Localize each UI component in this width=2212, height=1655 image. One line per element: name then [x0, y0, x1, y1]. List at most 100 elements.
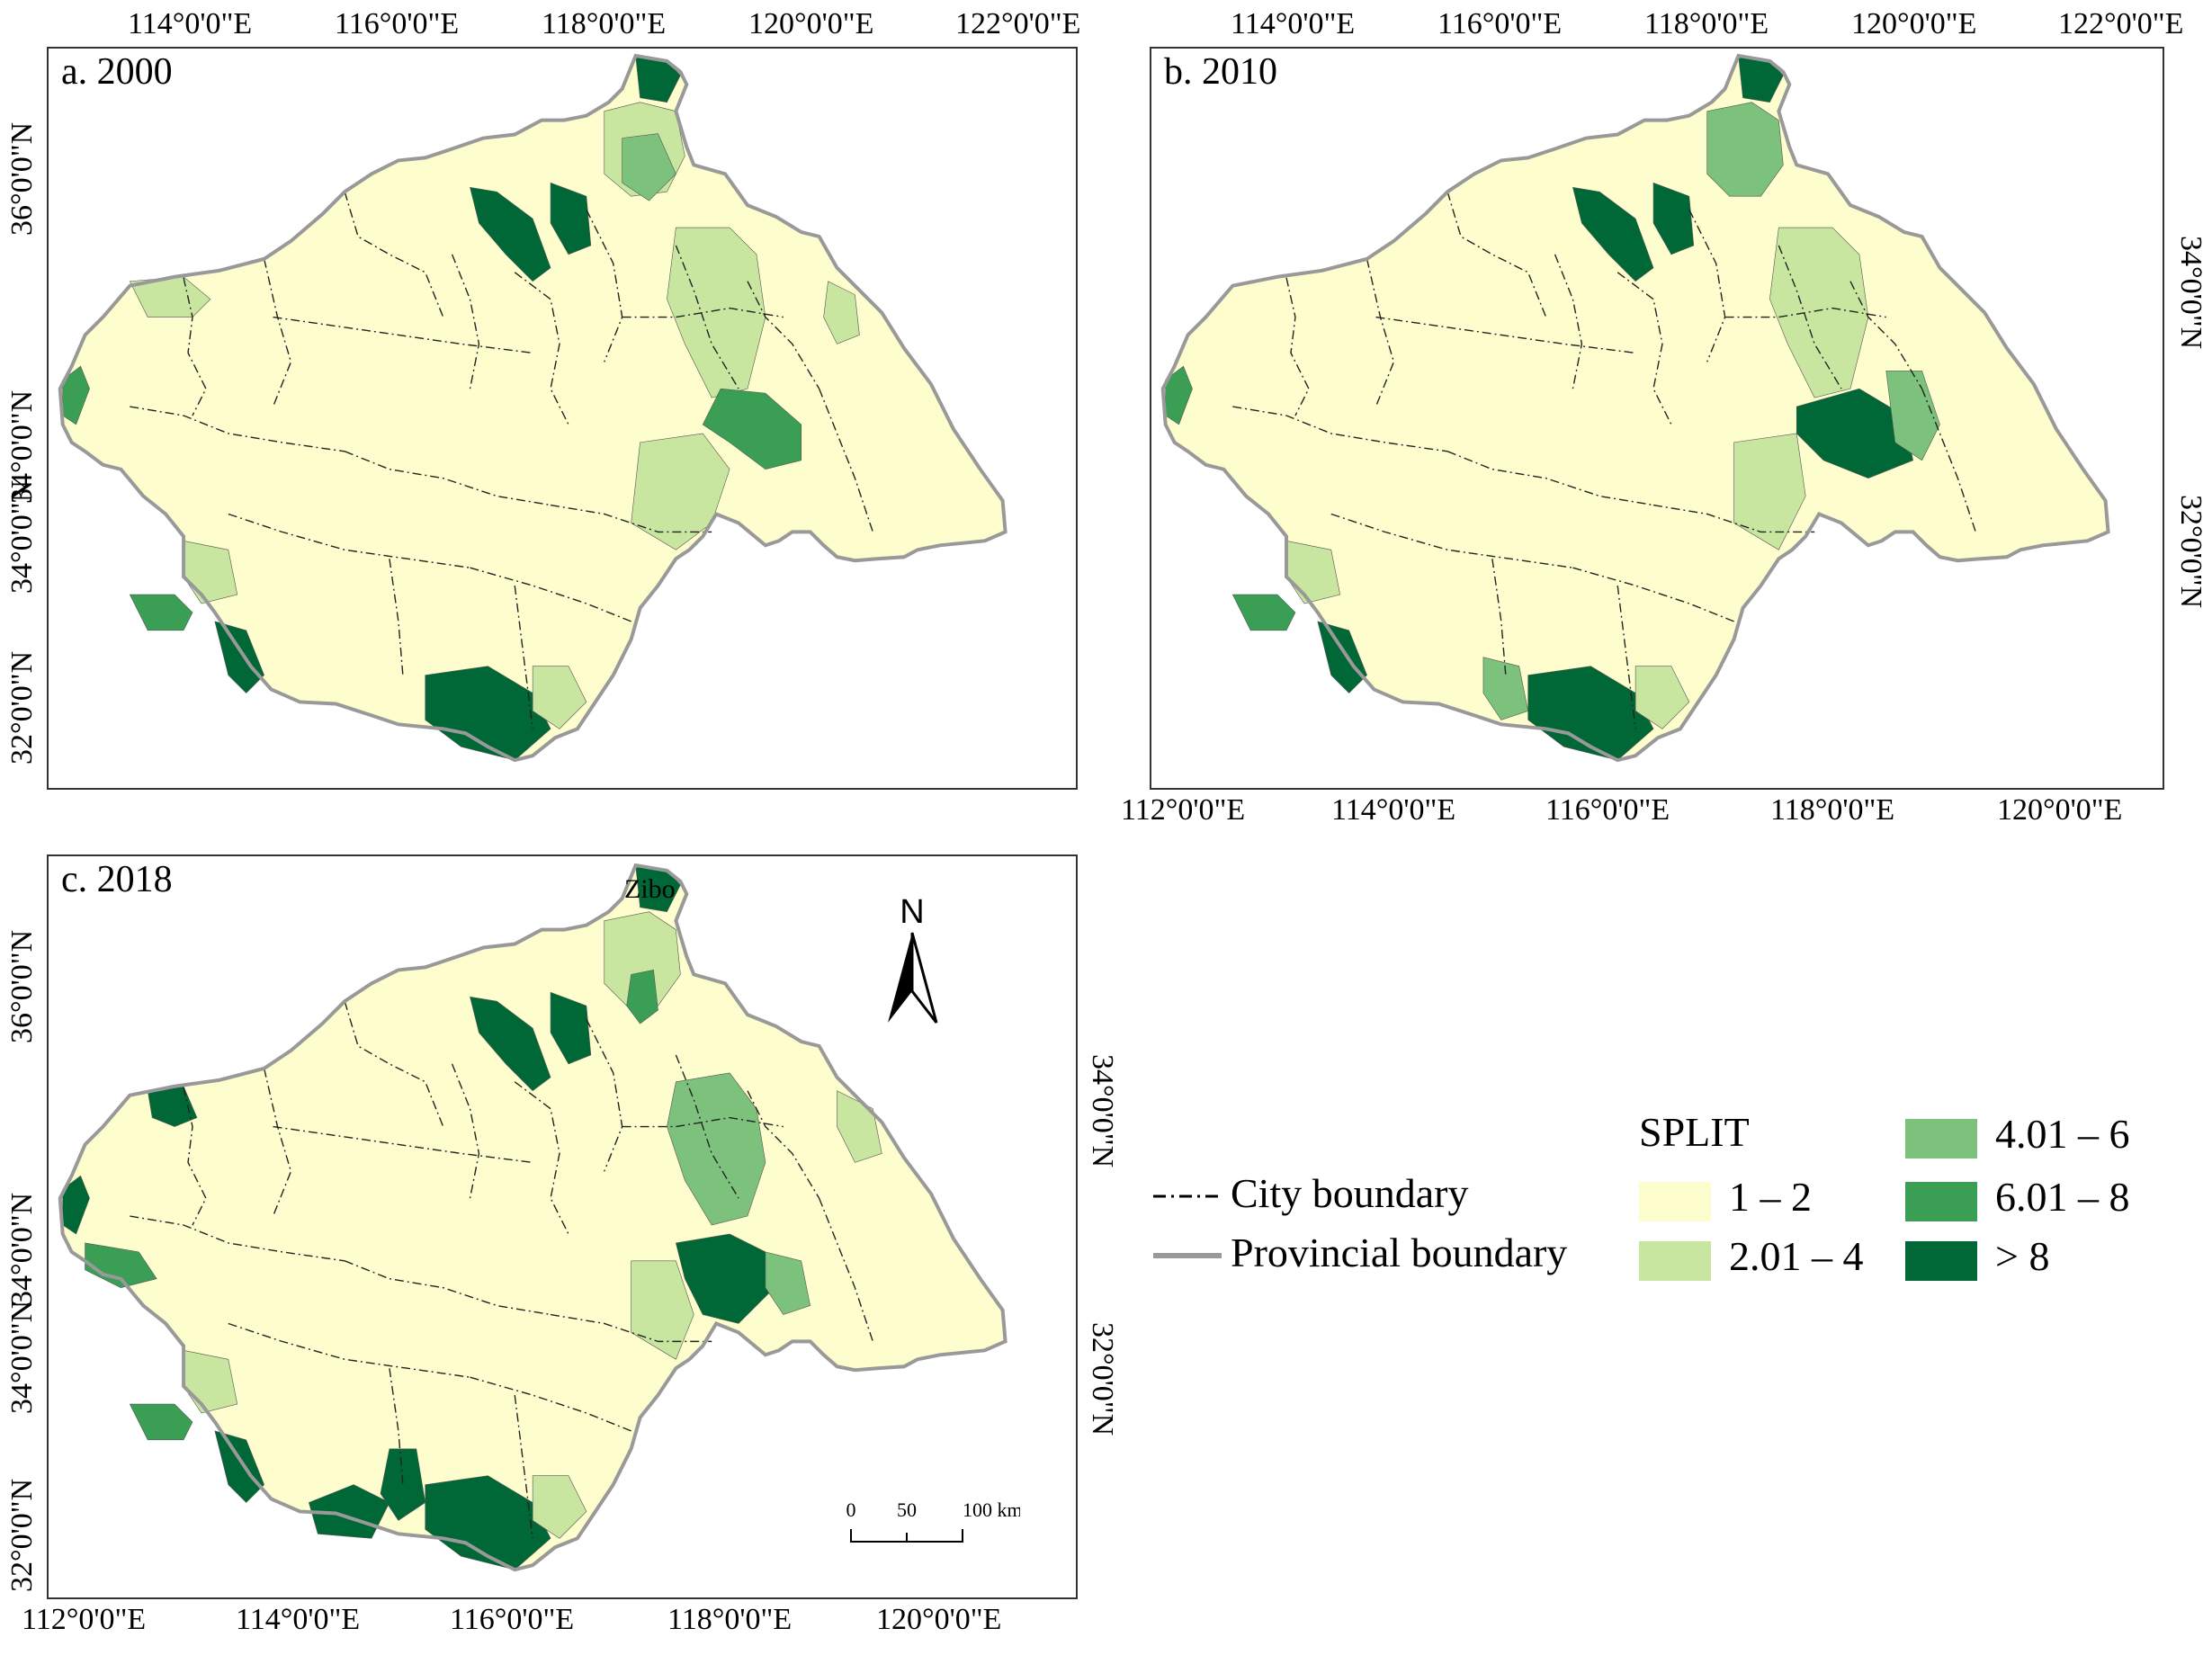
city-boundary-line [1616, 272, 1672, 425]
split-region [1796, 388, 1913, 479]
map-panel-2018: c. 2018 Zibo N 0 50 100 km [47, 854, 1078, 1599]
b-top-tick-1: 114°0'0"E [1231, 7, 1356, 40]
split-region [676, 1233, 775, 1324]
city-boundary-line [1921, 388, 1976, 532]
panel-label-2000: a. 2000 [61, 51, 173, 93]
city-boundary-line [273, 1125, 533, 1164]
city-boundary-line [622, 307, 784, 318]
provincial-boundary-line [1160, 53, 2110, 763]
city-boundary-line [228, 1322, 470, 1378]
scale-bar: 0 50 100 km [846, 1498, 1020, 1543]
b-bottom-tick-2: 114°0'0"E [1331, 793, 1456, 827]
split-region [532, 1475, 587, 1539]
provincial-boundary-symbol [1153, 1253, 1222, 1258]
a-left-tick-1: 36°0'0"N [5, 121, 39, 236]
split-region [1482, 657, 1529, 720]
split-region [425, 666, 551, 761]
city-boundary-line [1375, 316, 1636, 354]
city-boundary-line [550, 504, 712, 533]
city-boundary-line [344, 1001, 444, 1127]
legend-swatch-1 [1639, 1182, 1711, 1221]
city-label-zibo: Zibo [624, 874, 676, 904]
b-top-tick-5: 122°0'0"E [2058, 7, 2184, 40]
split-region [1706, 102, 1784, 197]
city-boundary-line [1572, 567, 1734, 622]
split-region [823, 281, 860, 344]
city-boundary-line [1366, 258, 1395, 407]
provincial-boundary-line [58, 863, 1007, 1572]
split-region [85, 1242, 157, 1288]
split-region [1572, 186, 1654, 282]
split-region [702, 388, 802, 470]
city-boundary-line [451, 254, 480, 389]
region-base [1162, 55, 2109, 761]
city-boundary-line [675, 245, 739, 389]
city-boundary-line [451, 1063, 480, 1199]
city-boundary-line [1724, 307, 1886, 318]
a-top-tick-2: 116°0'0"E [335, 7, 460, 40]
region-base [59, 55, 1006, 761]
c-right-tick-1: 34°0'0"N [1086, 1054, 1119, 1168]
split-region [1527, 666, 1654, 761]
city-boundary-line [344, 451, 551, 506]
c-left-tick-2: 34°0'0"N [5, 1192, 39, 1306]
legend-city-boundary: City boundary [1231, 1170, 1469, 1216]
city-boundary-line [1446, 192, 1547, 318]
split-region [129, 594, 193, 631]
a-top-tick-5: 122°0'0"E [955, 7, 1081, 40]
city-boundary-line [228, 513, 470, 568]
city-boundary-line [586, 1018, 623, 1172]
city-boundary-line [514, 1395, 533, 1539]
city-boundary-line [470, 567, 631, 622]
city-boundary-line [818, 1197, 873, 1342]
city-boundary-line [514, 272, 569, 425]
city-boundary-line [1616, 586, 1636, 729]
c-bottom-tick-4: 118°0'0"E [667, 1603, 793, 1636]
city-boundary-line [747, 281, 820, 389]
split-region [765, 1251, 811, 1315]
legend-swatch-5 [1905, 1241, 1977, 1281]
legend-class-3: 4.01 – 6 [1995, 1111, 2130, 1157]
north-arrow-icon: N [888, 893, 938, 1024]
city-boundary-line [1491, 559, 1507, 675]
split-region [626, 970, 658, 1024]
city-boundary-line [1652, 504, 1815, 533]
a-left-tick-3: 34°0'0"N [5, 479, 39, 594]
city-boundary-line [344, 192, 444, 318]
legend-provincial-boundary: Provincial boundary [1231, 1230, 1568, 1275]
city-boundary-symbol [1153, 1194, 1222, 1198]
split-region [631, 1260, 694, 1360]
c-left-tick-1: 36°0'0"N [5, 929, 39, 1043]
city-boundary-line [344, 1260, 551, 1316]
city-boundary-line [273, 316, 533, 354]
city-boundary-line [130, 1215, 345, 1262]
a-top-tick-1: 114°0'0"E [128, 7, 253, 40]
split-region [470, 996, 551, 1092]
split-region [667, 1072, 766, 1226]
city-boundary-line [130, 406, 345, 452]
c-bottom-tick-1: 112°0'0"E [22, 1603, 147, 1636]
b-top-tick-3: 118°0'0"E [1644, 7, 1769, 40]
provincial-boundary-line [58, 53, 1007, 763]
c-bottom-tick-2: 114°0'0"E [236, 1603, 361, 1636]
b-bottom-tick-4: 118°0'0"E [1770, 793, 1895, 827]
split-region [1652, 182, 1695, 255]
city-boundary-line [470, 1376, 631, 1432]
c-bottom-tick-3: 116°0'0"E [450, 1603, 575, 1636]
city-boundary-line [747, 1090, 820, 1199]
city-boundary-line [1554, 254, 1583, 389]
city-boundary-line [550, 1313, 712, 1343]
split-region [550, 991, 592, 1065]
city-boundary-line [1849, 281, 1923, 389]
north-label: N [900, 893, 924, 931]
panel-label-2010: b. 2010 [1164, 51, 1277, 93]
city-boundary-line [389, 559, 404, 675]
split-region [532, 666, 587, 729]
b-right-tick-2: 32°0'0"N [2174, 495, 2208, 609]
city-boundary-line [675, 1054, 739, 1199]
split-region [1733, 433, 1806, 550]
region-map-2000 [58, 53, 1007, 763]
c-right-tick-2: 32°0'0"N [1086, 1322, 1119, 1436]
split-region [470, 186, 551, 282]
legend-swatch-3 [1905, 1119, 1977, 1158]
